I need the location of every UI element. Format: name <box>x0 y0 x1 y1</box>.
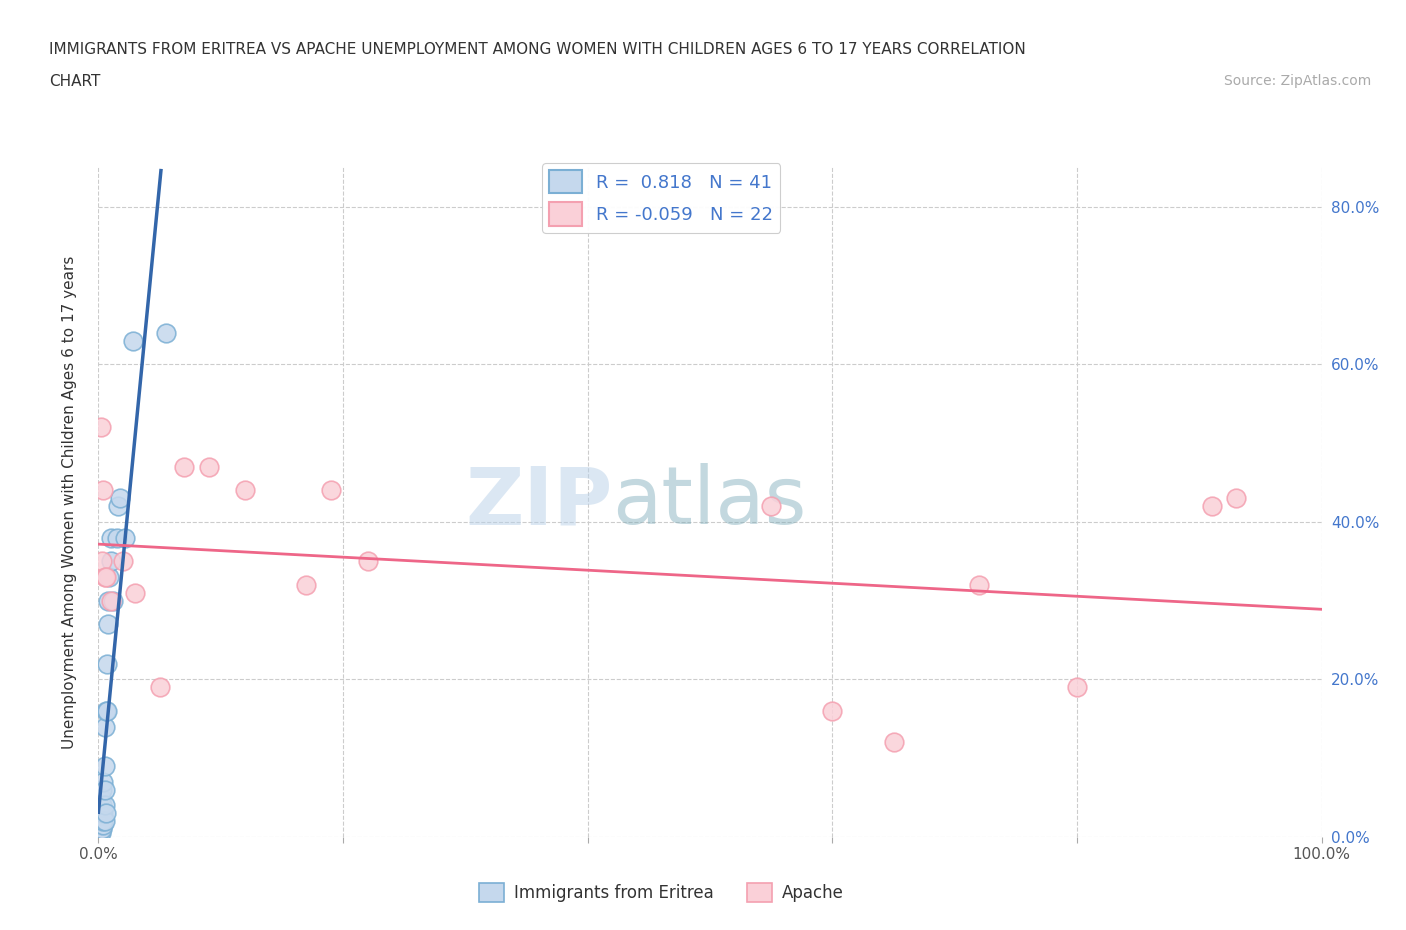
Point <box>97 593 120 608</box>
Point <box>96 703 118 718</box>
Point <box>94 703 117 718</box>
Point <box>93 569 115 584</box>
Point <box>197 459 219 474</box>
Point <box>93 814 115 829</box>
Point <box>233 483 256 498</box>
Point <box>93 782 115 797</box>
Legend: Immigrants from Eritrea, Apache: Immigrants from Eritrea, Apache <box>472 876 851 909</box>
Point <box>149 680 172 695</box>
Point <box>91 817 114 832</box>
Point <box>1201 498 1223 513</box>
Point <box>761 498 783 513</box>
Point <box>100 530 122 545</box>
Point <box>91 775 114 790</box>
Point <box>295 578 318 592</box>
Point <box>90 822 112 837</box>
Point <box>89 826 111 841</box>
Point <box>105 530 128 545</box>
Point <box>93 759 115 774</box>
Point <box>91 483 114 498</box>
Point <box>319 483 342 498</box>
Point <box>98 569 121 584</box>
Point <box>883 735 905 750</box>
Point <box>91 806 114 821</box>
Point <box>97 617 120 631</box>
Text: ZIP: ZIP <box>465 463 612 541</box>
Point <box>94 806 117 821</box>
Text: CHART: CHART <box>49 74 101 89</box>
Point <box>90 420 112 435</box>
Point <box>90 826 112 841</box>
Point <box>93 719 115 734</box>
Point <box>114 530 136 545</box>
Point <box>93 798 115 813</box>
Point <box>91 554 114 569</box>
Point <box>90 817 112 832</box>
Point <box>100 554 122 569</box>
Point <box>1066 680 1088 695</box>
Y-axis label: Unemployment Among Women with Children Ages 6 to 17 years: Unemployment Among Women with Children A… <box>62 256 77 749</box>
Point <box>356 554 378 569</box>
Point <box>100 593 122 608</box>
Point <box>91 798 114 813</box>
Point <box>90 814 112 829</box>
Point <box>94 569 117 584</box>
Point <box>91 822 114 837</box>
Point <box>821 703 844 718</box>
Point <box>90 790 112 805</box>
Text: Source: ZipAtlas.com: Source: ZipAtlas.com <box>1223 74 1371 88</box>
Point <box>96 657 118 671</box>
Point <box>91 814 114 829</box>
Point <box>155 326 177 340</box>
Point <box>124 585 146 600</box>
Point <box>90 806 112 821</box>
Point <box>1225 491 1247 506</box>
Point <box>121 333 143 348</box>
Point <box>91 806 114 821</box>
Text: atlas: atlas <box>612 463 807 541</box>
Point <box>89 806 111 821</box>
Point <box>967 578 990 592</box>
Point <box>173 459 195 474</box>
Point <box>89 814 111 829</box>
Point <box>101 593 124 608</box>
Point <box>91 782 114 797</box>
Point <box>107 498 129 513</box>
Point <box>89 823 111 838</box>
Text: IMMIGRANTS FROM ERITREA VS APACHE UNEMPLOYMENT AMONG WOMEN WITH CHILDREN AGES 6 : IMMIGRANTS FROM ERITREA VS APACHE UNEMPL… <box>49 42 1026 57</box>
Point <box>111 554 134 569</box>
Point <box>110 491 132 506</box>
Point <box>91 814 114 829</box>
Point <box>89 822 111 837</box>
